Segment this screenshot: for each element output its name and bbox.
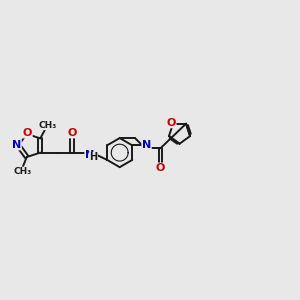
Text: CH₃: CH₃: [39, 121, 57, 130]
Text: O: O: [67, 128, 76, 138]
Text: CH₃: CH₃: [14, 167, 32, 176]
Text: H: H: [89, 152, 98, 163]
Text: O: O: [167, 118, 176, 128]
Text: N: N: [142, 140, 151, 151]
Text: O: O: [156, 163, 165, 173]
Text: N: N: [85, 150, 94, 160]
Text: O: O: [23, 128, 32, 138]
Text: N: N: [12, 140, 21, 150]
